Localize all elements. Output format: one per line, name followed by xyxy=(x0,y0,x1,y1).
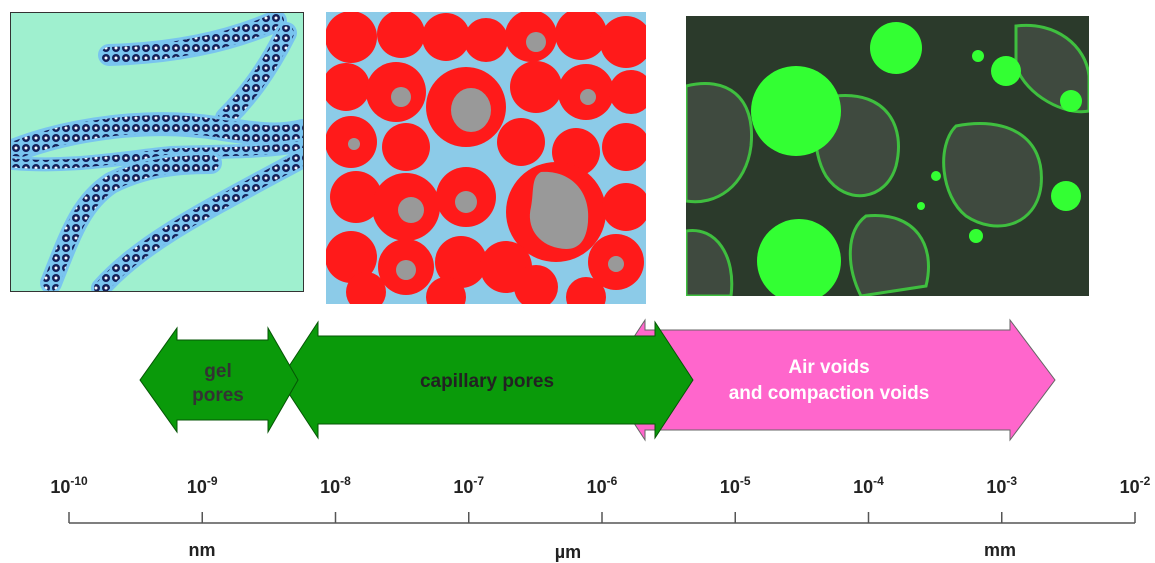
scale-tick-label: 10-5 xyxy=(720,474,751,497)
gel-pore-illustration xyxy=(10,12,304,292)
capillary-pore-illustration xyxy=(326,12,646,304)
gel-pores-label-line1: gel xyxy=(204,361,231,382)
scale-tick-label: 10-9 xyxy=(187,474,218,497)
gel-pores-arrow xyxy=(139,326,299,434)
scale-tick-label: 10-6 xyxy=(587,474,618,497)
capillary-pores-arrow xyxy=(279,320,694,440)
scale-tick-label: 10-4 xyxy=(853,474,884,497)
scale-tick-label: 10-10 xyxy=(50,474,88,497)
size-scale-axis: 10-10 10-9 10-8 10-7 10-6 10-5 10-4 10-3 10-2 nm… xyxy=(50,474,1151,562)
air-voids-arrow xyxy=(627,318,1056,442)
scale-tick-label: 10-3 xyxy=(986,474,1017,497)
air-voids-label-line1: Air voids xyxy=(788,357,869,378)
unit-nm-label: nm xyxy=(189,540,216,560)
capillary-grains-drawing xyxy=(326,12,646,304)
capillary-pores-label: capillary pores xyxy=(420,371,554,392)
scale-tick-label: 10-2 xyxy=(1120,474,1151,497)
unit-um-label: µm xyxy=(555,542,581,562)
pore-size-arrows: gel pores capillary pores Air voids and … xyxy=(139,318,1056,442)
micrograph-drawing xyxy=(686,16,1089,296)
gel-layers-drawing xyxy=(11,13,303,291)
air-void-micrograph xyxy=(686,16,1089,296)
scale-tick-label: 10-7 xyxy=(453,474,484,497)
gel-pores-label-line2: pores xyxy=(192,385,244,406)
air-voids-label-line2: and compaction voids xyxy=(729,383,930,404)
scale-tick-label: 10-8 xyxy=(320,474,351,497)
scale-ticks: 10-10 10-9 10-8 10-7 10-6 10-5 10-4 10-3 10-2 xyxy=(50,474,1151,523)
unit-mm-label: mm xyxy=(984,540,1016,560)
